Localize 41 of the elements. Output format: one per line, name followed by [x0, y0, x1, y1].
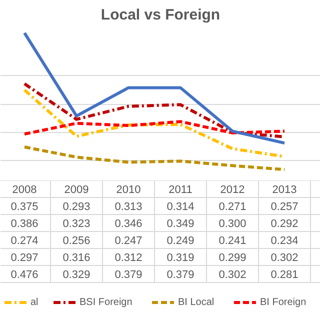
data-label: 0.329: [62, 269, 90, 281]
data-label: 0.312: [114, 252, 142, 264]
data-label: 0.256: [62, 235, 90, 247]
data-label: 0.281: [270, 269, 298, 281]
data-label: 0.349: [166, 218, 194, 230]
x-tick-label: 2008: [12, 184, 37, 196]
data-label: 0.271: [218, 201, 246, 213]
data-label: 0.257: [270, 201, 298, 213]
x-tick-label: 2010: [116, 184, 141, 196]
legend-label: BI Foreign: [260, 297, 306, 308]
data-label: 0.476: [10, 269, 38, 281]
data-label: 0.323: [62, 218, 90, 230]
data-label: 0.375: [10, 201, 38, 213]
data-label: 0.299: [218, 252, 246, 264]
legend-label: al: [30, 297, 38, 308]
data-label: 0.314: [166, 201, 194, 213]
data-label: 0.274: [10, 235, 38, 247]
chart-title: Local vs Foreign: [100, 6, 220, 24]
data-label: 0.316: [62, 252, 90, 264]
data-label: 0.302: [218, 269, 246, 281]
data-label: 0.241: [218, 235, 246, 247]
data-label: 0.234: [270, 235, 298, 247]
data-label: 0.379: [114, 269, 142, 281]
data-label: 0.249: [166, 235, 194, 247]
data-label: 0.386: [10, 218, 38, 230]
data-label: 0.379: [166, 269, 194, 281]
data-label: 0.302: [270, 252, 298, 264]
data-label: 0.292: [270, 218, 298, 230]
x-tick-label: 2013: [272, 184, 297, 196]
data-label: 0.247: [114, 235, 142, 247]
x-tick-label: 2009: [64, 184, 89, 196]
data-label: 0.313: [114, 201, 142, 213]
data-label: 0.319: [166, 252, 194, 264]
data-label: 0.346: [114, 218, 142, 230]
data-label: 0.297: [10, 252, 38, 264]
data-label: 0.293: [62, 201, 90, 213]
x-tick-label: 2012: [220, 184, 245, 196]
legend-label: BI Local: [178, 297, 214, 308]
data-label: 0.300: [218, 218, 246, 230]
legend-label: BSI Foreign: [80, 297, 132, 308]
x-tick-label: 2011: [168, 184, 192, 196]
